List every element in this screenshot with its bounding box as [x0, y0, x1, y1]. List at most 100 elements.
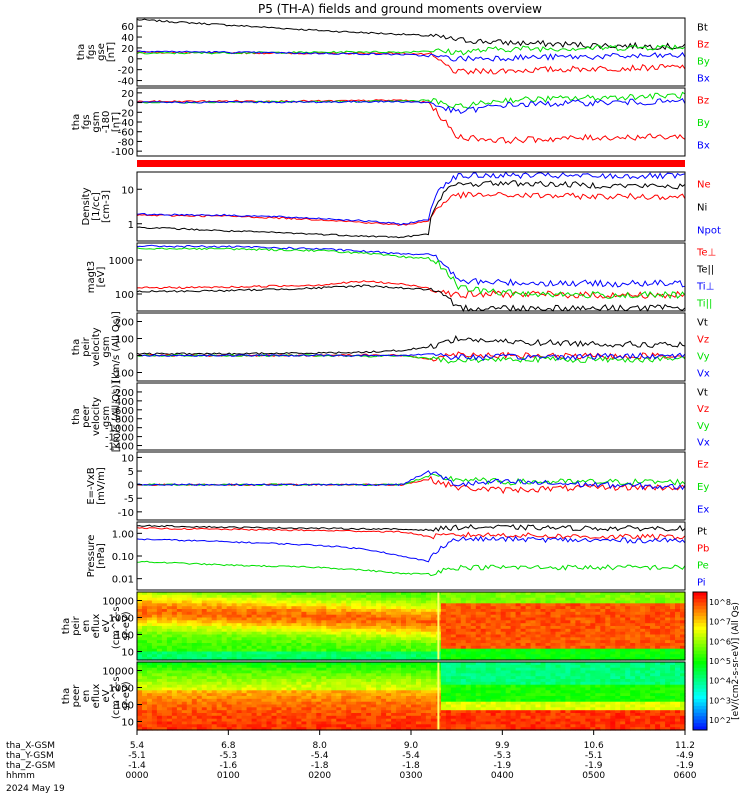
spectrogram-cell	[386, 654, 392, 658]
spectrogram-cell	[645, 626, 651, 630]
spectrogram-cell	[376, 662, 382, 666]
spectrogram-cell	[555, 673, 562, 677]
spectrogram-cell	[565, 597, 571, 602]
spectrogram-cell	[261, 701, 268, 706]
spectrogram-cell	[505, 718, 512, 723]
spectrogram-cell	[341, 715, 347, 720]
spectrogram-cell	[580, 687, 586, 691]
spectrogram-cell	[550, 651, 557, 655]
spectrogram-cell	[470, 609, 477, 613]
spectrogram-cell	[326, 614, 332, 619]
spectrogram-cell	[316, 637, 322, 641]
spectrogram-cell	[416, 645, 422, 650]
spectrogram-cell	[411, 643, 417, 647]
spectrogram-cell	[570, 690, 576, 694]
y-tick-label: 10000	[102, 597, 134, 608]
spectrogram-cell	[206, 670, 213, 674]
spectrogram-cell	[530, 603, 537, 607]
spectrogram-cell	[301, 603, 307, 607]
spectrogram-cell	[500, 670, 507, 674]
spectrogram-cell	[575, 614, 581, 619]
spectrogram-cell	[206, 704, 213, 708]
spectrogram-cell	[560, 617, 567, 621]
spectrogram-cell	[600, 603, 606, 607]
spectrogram-cell	[346, 654, 352, 658]
spectrogram-cell	[440, 727, 447, 731]
spectrogram-cell	[545, 676, 552, 680]
spectrogram-cell	[186, 707, 193, 711]
spectrogram-cell	[156, 600, 163, 604]
spectrogram-cell	[171, 634, 178, 638]
spectrogram-cell	[421, 643, 427, 647]
spectrogram-cell	[291, 657, 297, 661]
spectrogram-cell	[226, 640, 233, 644]
spectrogram-cell	[236, 597, 243, 602]
spectrogram-cell	[565, 684, 571, 689]
spectrogram-cell	[276, 667, 283, 672]
panel-frame	[136, 312, 686, 382]
spectrogram-cell	[525, 687, 532, 691]
spectrogram-cell	[276, 704, 283, 708]
spectrogram-cell	[176, 623, 183, 627]
spectrogram-cell	[276, 609, 283, 613]
spectrogram-cell	[391, 643, 397, 647]
spectrogram-cell	[211, 698, 218, 703]
spectrogram-cell	[416, 707, 422, 711]
spectrogram-cell	[241, 681, 248, 686]
spectrogram-cell	[261, 628, 268, 633]
spectrogram-cell	[326, 645, 332, 650]
spectrogram-cell	[386, 687, 392, 691]
spectrogram-cell	[535, 654, 542, 658]
spectrogram-cell	[196, 727, 203, 731]
spectrogram-cell	[610, 603, 616, 607]
spectrogram-cell	[216, 662, 223, 666]
spectrogram-cell	[351, 704, 357, 708]
spectrogram-cell	[306, 631, 312, 636]
spectrogram-cell	[425, 681, 432, 686]
spectrogram-cell	[201, 727, 208, 731]
spectrogram-cell	[535, 623, 542, 627]
spectrogram-cell	[440, 679, 447, 683]
spectrogram-cell	[306, 634, 312, 638]
spectrogram-cell	[406, 687, 412, 691]
spectrogram-cell	[306, 667, 312, 672]
spectrogram-cell	[625, 609, 631, 613]
y-tick-label: 100	[115, 290, 134, 301]
spectrogram-cell	[256, 628, 263, 633]
spectrogram-cell	[535, 626, 542, 630]
spectrogram-cell	[460, 662, 467, 666]
spectrogram-cell	[251, 681, 258, 686]
spectrogram-cell	[570, 648, 576, 653]
spectrogram-cell	[680, 623, 686, 627]
spectrogram-cell	[306, 645, 312, 650]
spectrogram-cell	[231, 648, 238, 653]
spectrogram-cell	[640, 634, 646, 638]
spectrogram-cell	[470, 626, 477, 630]
spectrogram-cell	[411, 628, 417, 633]
spectrogram-cell	[650, 611, 656, 616]
spectrogram-cell	[231, 651, 238, 655]
spectrogram-cell	[246, 657, 253, 661]
spectrogram-cell	[311, 597, 317, 602]
spectrogram-cell	[326, 620, 332, 624]
spectrogram-cell	[181, 657, 188, 661]
spectrogram-cell	[381, 645, 387, 650]
spectrogram-cell	[356, 690, 362, 694]
spectrogram-cell	[465, 617, 472, 621]
spectrogram-cell	[550, 654, 557, 658]
spectrogram-cell	[356, 606, 362, 610]
spectrogram-cell	[520, 693, 527, 697]
spectrogram-cell	[465, 698, 472, 703]
legend-Pi: Pi	[697, 578, 706, 589]
spectrogram-cell	[455, 693, 462, 697]
spectrogram-cell	[216, 693, 223, 697]
spectrogram-cell	[281, 670, 288, 674]
spectrogram-cell	[460, 667, 467, 672]
spectrogram-cell	[635, 609, 641, 613]
spectrogram-cell	[625, 620, 631, 624]
spectrogram-cell	[191, 620, 198, 624]
spectrogram-cell	[261, 623, 268, 627]
spectrogram-cell	[590, 592, 596, 596]
